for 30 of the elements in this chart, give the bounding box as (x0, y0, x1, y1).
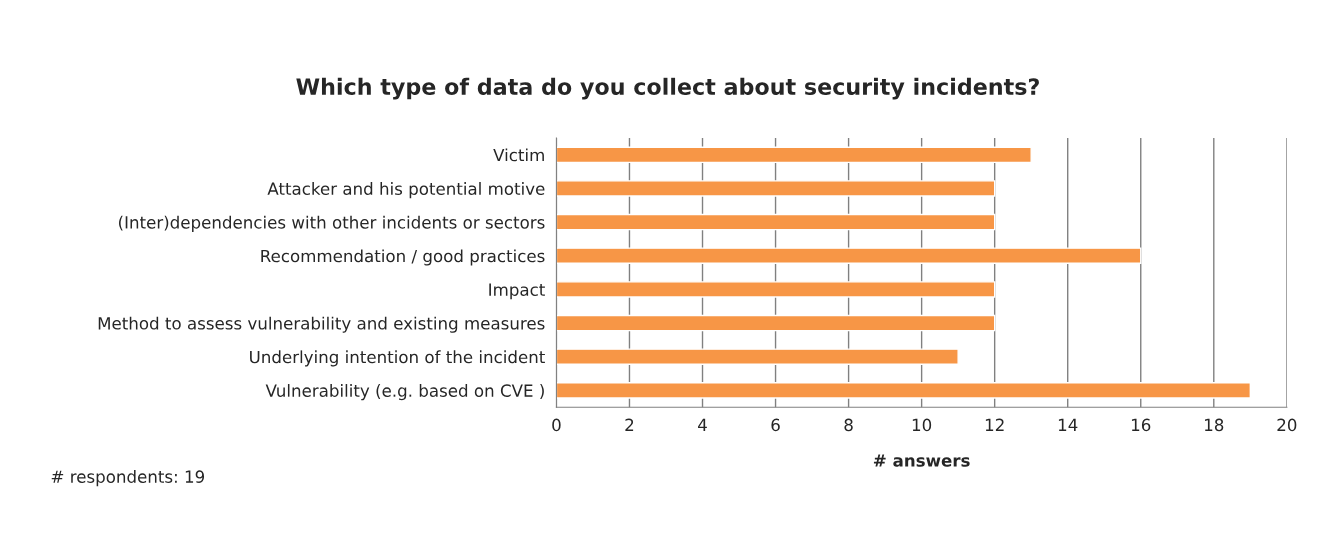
chart-title: Which type of data do you collect about security incidents? (296, 77, 1039, 100)
x-tick-label: 4 (698, 418, 707, 431)
x-tick-label: 10 (912, 418, 932, 432)
y-tick-label: Vulnerability (e.g. based on CVE ) (265, 384, 544, 401)
bar (556, 180, 996, 197)
bar (556, 314, 996, 332)
y-tick-label: Impact (489, 283, 545, 300)
bar (556, 382, 1252, 399)
bar (556, 247, 1142, 265)
y-tick-label: Recommendation / good practices (261, 249, 545, 266)
y-tick-label: Victim (493, 148, 544, 162)
bar (556, 213, 996, 231)
x-tick-label: 20 (1277, 418, 1297, 432)
y-tick-label: Method to assess vulnerability and existing measures (98, 316, 545, 333)
text: # respondents: 19 (51, 470, 205, 487)
x-tick-label: 14 (1058, 418, 1078, 431)
y-tick-label: Underlying intention of the incident (250, 350, 545, 367)
bar (556, 281, 996, 298)
y-tick-label: (Inter)dependencies with other incidents or sectors (119, 215, 545, 232)
x-tick-label: 16 (1131, 418, 1151, 432)
x-tick-label: 8 (844, 418, 853, 432)
y-tick-label: Attacker and his potential motive (267, 182, 545, 199)
x-tick-label: 0 (552, 418, 561, 432)
x-tick-label: 2 (625, 418, 634, 431)
x-tick-label: 18 (1205, 418, 1224, 432)
x-axis-title: # answers (873, 454, 970, 467)
x-tick-label: 6 (771, 418, 780, 432)
bar (556, 348, 959, 365)
x-tick-label: 12 (985, 418, 1004, 431)
bar (556, 146, 1032, 164)
